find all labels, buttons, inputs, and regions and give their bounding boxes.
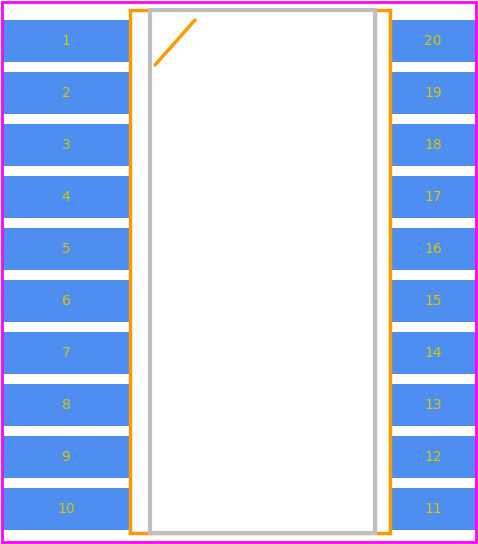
Text: 9: 9 xyxy=(62,450,70,464)
Bar xyxy=(2,72,130,114)
Bar xyxy=(2,384,130,426)
Bar xyxy=(390,384,476,426)
Bar xyxy=(390,124,476,166)
Bar xyxy=(390,228,476,270)
Text: 14: 14 xyxy=(424,346,442,360)
Text: 4: 4 xyxy=(62,190,70,204)
Text: 3: 3 xyxy=(62,138,70,152)
Bar xyxy=(390,332,476,374)
Bar xyxy=(2,228,130,270)
Text: 10: 10 xyxy=(57,502,75,516)
Text: 17: 17 xyxy=(424,190,442,204)
Bar xyxy=(2,124,130,166)
Bar xyxy=(130,10,390,533)
Bar xyxy=(390,72,476,114)
Text: 20: 20 xyxy=(424,34,442,48)
Text: 5: 5 xyxy=(62,242,70,256)
Text: 1: 1 xyxy=(62,34,70,48)
Text: 7: 7 xyxy=(62,346,70,360)
Text: 12: 12 xyxy=(424,450,442,464)
Text: 11: 11 xyxy=(424,502,442,516)
Bar xyxy=(390,436,476,478)
Text: 6: 6 xyxy=(62,294,70,308)
Text: 15: 15 xyxy=(424,294,442,308)
Bar xyxy=(2,280,130,322)
Bar xyxy=(2,436,130,478)
Bar xyxy=(390,488,476,530)
Text: 16: 16 xyxy=(424,242,442,256)
Bar xyxy=(390,176,476,218)
Bar xyxy=(150,10,375,533)
Text: 18: 18 xyxy=(424,138,442,152)
Bar xyxy=(390,280,476,322)
Text: 2: 2 xyxy=(62,86,70,100)
Bar xyxy=(2,20,130,62)
Text: 8: 8 xyxy=(62,398,70,412)
Bar xyxy=(2,488,130,530)
Text: 13: 13 xyxy=(424,398,442,412)
Bar xyxy=(2,332,130,374)
Text: 19: 19 xyxy=(424,86,442,100)
Bar xyxy=(390,20,476,62)
Bar xyxy=(2,176,130,218)
